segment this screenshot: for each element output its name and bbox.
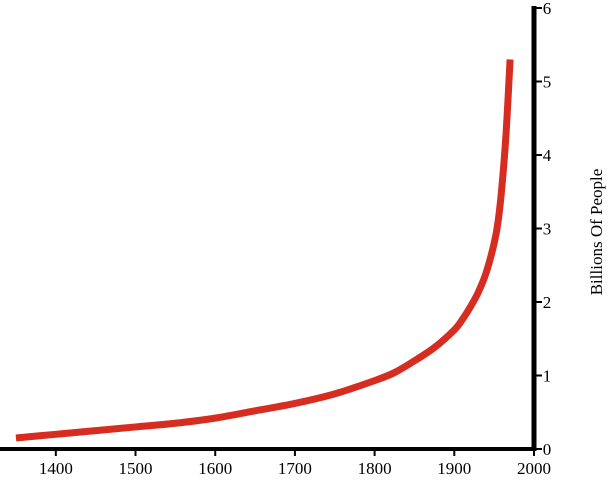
x-tick-label: 2000 [517, 459, 551, 478]
x-tick-label: 1900 [437, 459, 471, 478]
series-layer [15, 59, 514, 442]
x-tick-label: 1700 [278, 459, 312, 478]
y-tick-label: 0 [543, 440, 552, 459]
y-tick-label: 3 [543, 220, 552, 239]
y-axis-title: Billions Of People [587, 169, 606, 296]
population-series-line [15, 59, 514, 442]
x-axis: 1400 1500 1600 1700 1800 1900 2000 [0, 447, 551, 478]
y-tick-label: 6 [543, 0, 552, 18]
x-tick-label: 1800 [358, 459, 392, 478]
y-tick-label: 1 [543, 367, 552, 386]
y-tick-label: 2 [543, 293, 552, 312]
x-tick-label: 1500 [119, 459, 153, 478]
y-tick-label: 4 [543, 146, 552, 165]
x-tick-label: 1400 [39, 459, 73, 478]
x-tick-label: 1600 [198, 459, 232, 478]
y-axis: 0 1 2 3 4 5 6 [531, 0, 552, 459]
y-tick-label: 5 [543, 73, 552, 92]
